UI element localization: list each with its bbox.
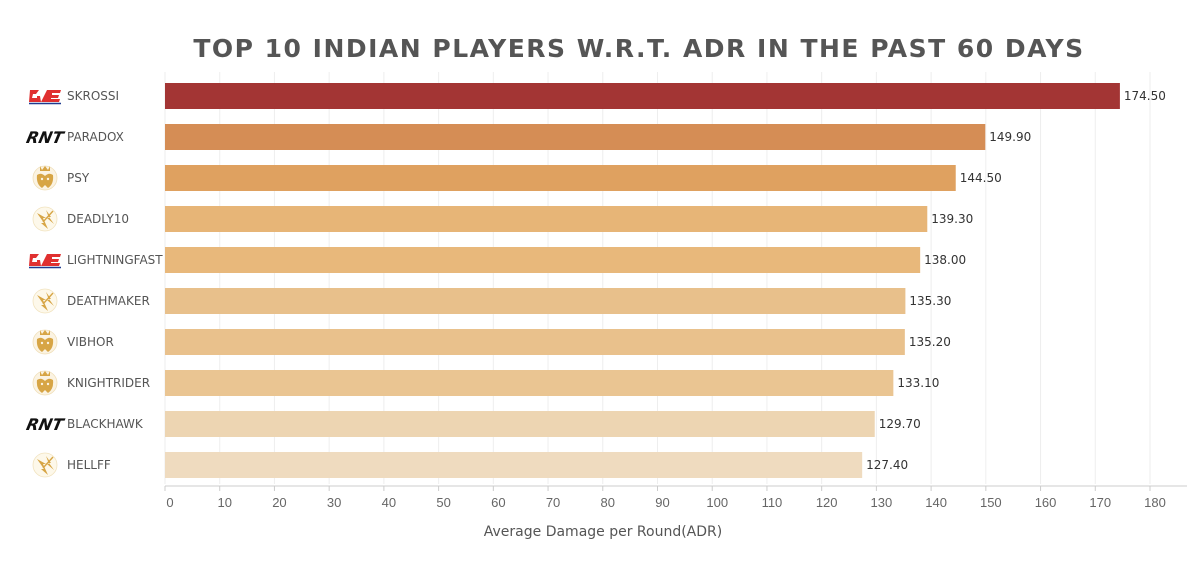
chart-title: TOP 10 INDIAN PLAYERS W.R.T. ADR IN THE …: [193, 34, 1085, 63]
rnt-logo: RNT: [25, 415, 68, 434]
x-tick-label: 50: [436, 495, 450, 510]
value-label: 127.40: [866, 458, 908, 472]
x-tick-label: 30: [327, 495, 341, 510]
svg-text:RNT: RNT: [25, 128, 68, 147]
bar: [165, 288, 906, 314]
value-label: 144.50: [960, 171, 1002, 185]
x-tick-label: 70: [546, 495, 560, 510]
bars-layer: [165, 83, 1120, 478]
bar: [165, 329, 905, 355]
x-tick-label: 110: [762, 495, 783, 510]
bar: [165, 370, 894, 396]
ge-logo: [29, 254, 61, 269]
x-tick-label: 140: [925, 495, 947, 510]
lightning-shield-logo: [32, 206, 58, 232]
x-axis: 0 10 20 30 40 50 60 70 80 90 100 110 120 130 140 150 160…: [164, 485, 1187, 510]
x-tick-label: 20: [272, 495, 286, 510]
value-label: 129.70: [879, 417, 921, 431]
bar: [165, 124, 986, 150]
bar: [165, 452, 863, 478]
bar: [165, 206, 928, 232]
value-label: 133.10: [897, 376, 939, 390]
bar: [165, 165, 956, 191]
value-label: 135.30: [909, 294, 951, 308]
x-tick-label: 60: [491, 495, 505, 510]
player-name: PSY: [67, 171, 90, 185]
player-name: KNIGHTRIDER: [67, 376, 150, 390]
x-tick-label: 160: [1035, 495, 1057, 510]
bar: [165, 83, 1120, 109]
x-tick-label: 0: [166, 495, 173, 510]
crown-lion-logo: [32, 165, 58, 191]
value-label: 139.30: [931, 212, 973, 226]
value-label: 174.50: [1124, 89, 1166, 103]
crown-lion-logo: [32, 329, 58, 355]
lightning-shield-logo: [32, 288, 58, 314]
x-tick-label: 100: [706, 495, 728, 510]
x-tick-label: 180: [1144, 495, 1166, 510]
player-name: LIGHTNINGFAST: [67, 253, 163, 267]
x-tick-label: 80: [601, 495, 615, 510]
rnt-logo: RNT: [25, 128, 68, 147]
player-name: PARADOX: [67, 130, 124, 144]
player-name: DEATHMAKER: [67, 294, 150, 308]
x-axis-title: Average Damage per Round(ADR): [484, 524, 722, 540]
x-tick-label: 90: [655, 495, 669, 510]
x-tick-label: 40: [382, 495, 396, 510]
x-tick-label: 120: [816, 495, 838, 510]
bar: [165, 247, 921, 273]
x-tick-label: 170: [1089, 495, 1111, 510]
crown-lion-logo: [32, 370, 58, 396]
rows-layer: 174.50SKROSSI149.90PARADOXRNT144.50PSY13…: [25, 89, 1166, 478]
x-tick-label: 10: [217, 495, 231, 510]
x-tick-label: 150: [980, 495, 1002, 510]
value-label: 135.20: [909, 335, 951, 349]
player-name: VIBHOR: [67, 335, 114, 349]
player-name: HELLFF: [67, 458, 111, 472]
lightning-shield-logo: [32, 452, 58, 478]
player-name: SKROSSI: [67, 89, 119, 103]
bar: [165, 411, 875, 437]
svg-text:RNT: RNT: [25, 415, 68, 434]
value-label: 138.00: [924, 253, 966, 267]
ge-logo: [29, 90, 61, 105]
value-label: 149.90: [989, 130, 1031, 144]
x-tick-label: 130: [871, 495, 893, 510]
player-name: DEADLY10: [67, 212, 129, 226]
player-name: BLACKHAWK: [67, 417, 144, 431]
